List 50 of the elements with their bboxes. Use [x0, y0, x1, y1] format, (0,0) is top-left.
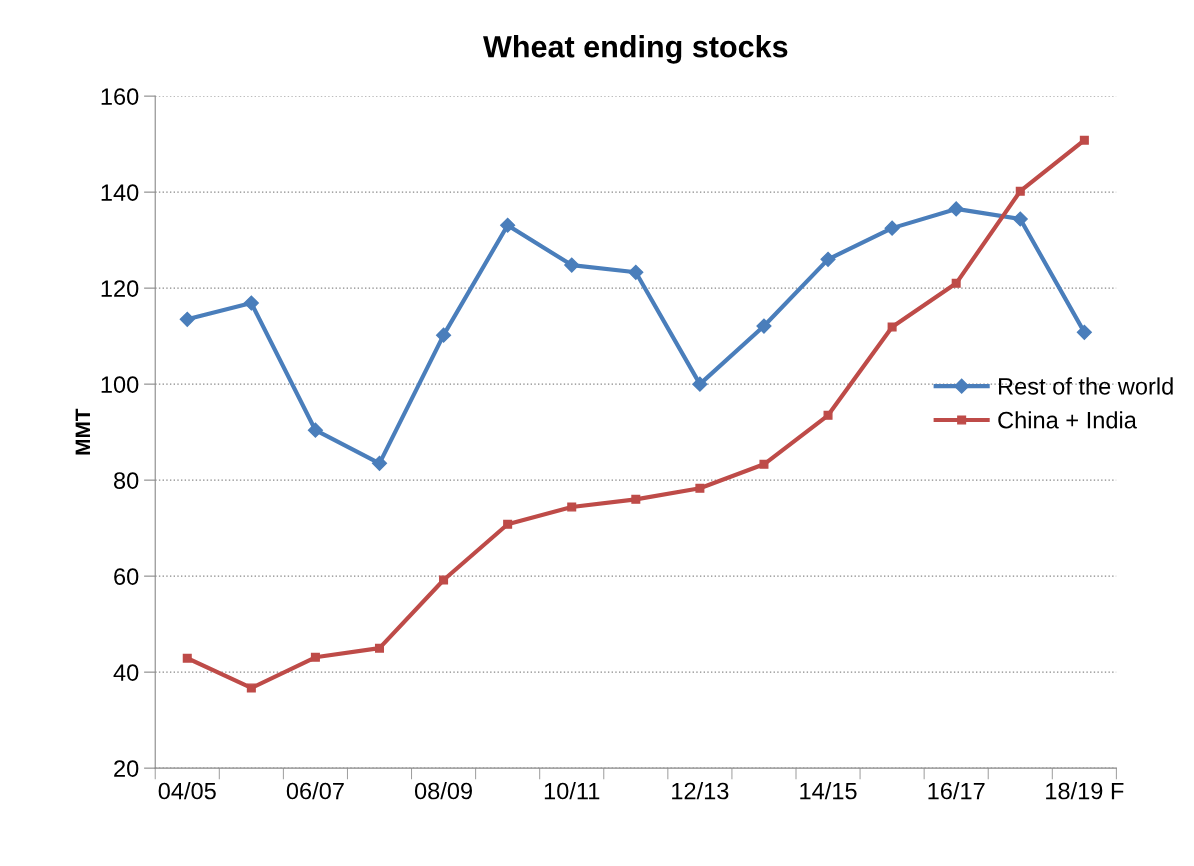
point — [436, 327, 452, 343]
point — [179, 311, 195, 327]
point — [374, 643, 385, 653]
point — [823, 410, 833, 420]
x-tick-label: 16/17 — [928, 782, 985, 800]
point — [1012, 211, 1028, 227]
point — [695, 483, 705, 493]
x-tick-label: 06/07 — [286, 782, 344, 800]
point — [243, 295, 259, 311]
legend-label: Rest of the world — [999, 377, 1173, 395]
x-tick-label: 04/05 — [158, 782, 216, 800]
point — [948, 201, 964, 217]
y-tick-label: 120 — [101, 280, 139, 297]
y-tick-label: 160 — [101, 88, 139, 105]
point — [759, 459, 769, 469]
point — [567, 502, 577, 512]
point — [1079, 135, 1089, 145]
y-tick-label: 60 — [114, 568, 139, 585]
point — [887, 322, 897, 332]
legend-label: China + India — [998, 411, 1137, 429]
y-tick-label: 100 — [101, 376, 139, 393]
point — [307, 422, 323, 438]
point — [371, 455, 388, 471]
point — [951, 278, 961, 288]
x-tick-label: 10/11 — [544, 782, 600, 800]
point — [631, 494, 641, 504]
point — [1015, 186, 1025, 196]
x-tick-label: 14/15 — [800, 782, 857, 800]
y-tick-label: 80 — [114, 472, 139, 489]
x-tick-label: 08/09 — [414, 782, 472, 800]
point — [884, 220, 900, 236]
point — [820, 251, 836, 267]
y-tick-label: 40 — [113, 664, 139, 681]
chart-title: Wheat ending stocks — [483, 35, 788, 64]
point — [564, 257, 580, 273]
point — [500, 217, 516, 233]
point — [1076, 324, 1092, 340]
y-tick-label: 20 — [114, 760, 139, 777]
point — [310, 652, 320, 662]
y-tick-label: 140 — [101, 184, 139, 201]
x-tick-label: 12/13 — [672, 782, 729, 800]
point — [246, 683, 256, 693]
point — [628, 264, 644, 280]
point — [503, 519, 513, 529]
point — [439, 575, 449, 585]
point — [692, 376, 708, 392]
x-tick-label: 18/19 F — [1046, 782, 1124, 800]
point — [756, 318, 772, 334]
y-axis-title: MMT — [75, 408, 90, 455]
point — [182, 653, 192, 663]
